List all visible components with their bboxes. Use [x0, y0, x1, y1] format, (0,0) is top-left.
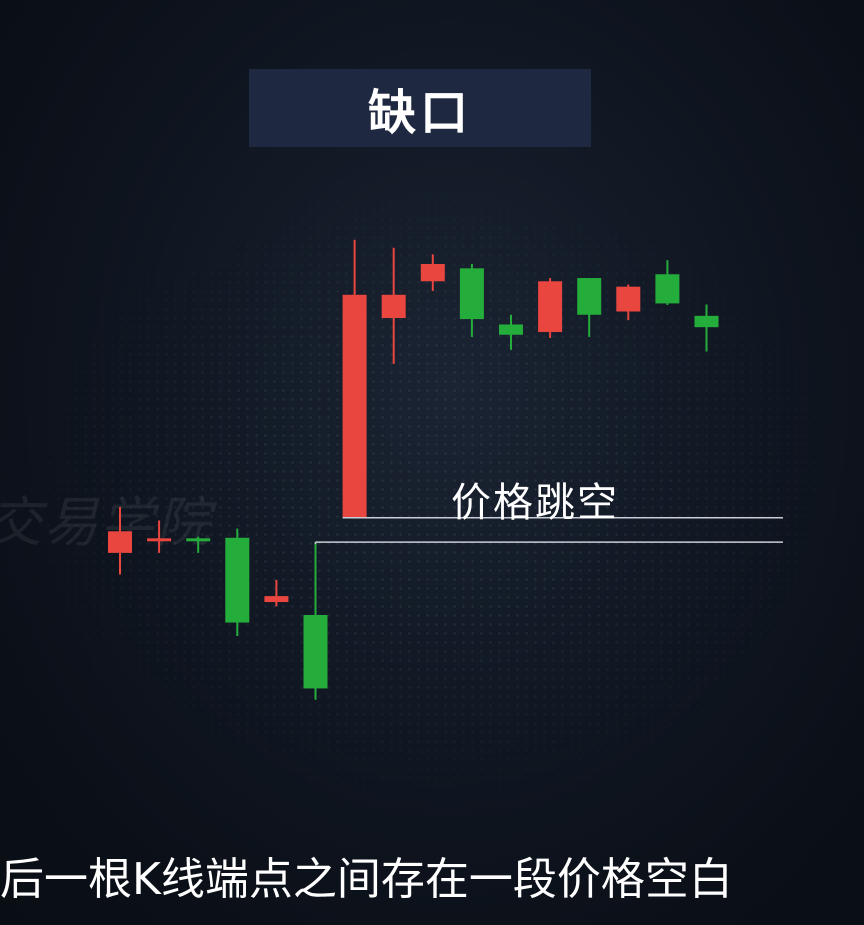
candle-2 [147, 520, 172, 553]
candle-body [381, 294, 406, 318]
watermark: 交易学院 [0, 491, 212, 554]
candle-14 [616, 284, 641, 321]
candle-16 [694, 304, 719, 352]
title-box: 缺口 [249, 69, 591, 147]
candle-body [577, 278, 602, 315]
candle-body [225, 537, 250, 623]
page-title: 缺口 [367, 85, 472, 141]
candle-9 [420, 254, 445, 291]
candle-body [420, 264, 445, 282]
candle-10 [459, 264, 484, 337]
candle-body [264, 596, 289, 603]
candle-body [108, 531, 132, 553]
candle-7 [342, 239, 367, 518]
candle-8 [381, 247, 406, 364]
candle-body [303, 615, 328, 689]
candle-15 [655, 260, 680, 306]
candle-11 [499, 314, 523, 350]
candle-body [186, 538, 211, 542]
candle-5 [264, 579, 289, 607]
candle-body [616, 286, 641, 312]
candle-body [147, 538, 172, 542]
gap-annotation: 价格跳空 [451, 480, 619, 526]
candle-body [499, 324, 523, 335]
candle-6 [303, 542, 328, 700]
candle-body [694, 315, 719, 328]
candle-13 [577, 278, 602, 337]
candle-12 [538, 278, 563, 338]
candle-body [342, 294, 367, 518]
candle-body [459, 268, 484, 320]
candle-4 [225, 528, 250, 637]
candle-1 [108, 507, 132, 575]
candle-3 [186, 536, 211, 553]
candle-body [655, 274, 680, 304]
candle-body [538, 281, 563, 333]
caption-subtitle: 后一根K线端点之间存在一段价格空白 [0, 854, 733, 905]
